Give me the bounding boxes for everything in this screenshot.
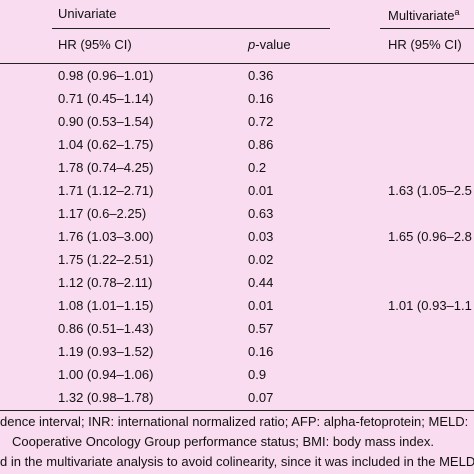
group-header-text: Multivariate [388,8,455,24]
column-header: HR (95% CI) [58,37,132,52]
table-cell: 1.63 (1.05–2.5 [388,183,472,198]
table-cell: 1.32 (0.98–1.78) [58,390,154,405]
table-cell: 0.72 [248,114,274,129]
group-header-text: Univariate [58,6,117,21]
table-cell: 0.2 [248,160,267,175]
column-header: HR (95% CI) [388,37,462,52]
table-cell: 0.03 [248,229,274,244]
table-cell: 0.86 (0.51–1.43) [58,321,154,336]
group-header: Multivariatea [388,4,459,24]
table-cell: 1.78 (0.74–4.25) [58,160,154,175]
table-cell: 1.71 (1.12–2.71) [58,183,154,198]
table-cell: 1.65 (0.96–2.8 [388,229,472,244]
table-bottom-rule [0,410,474,411]
header-rule [52,28,330,29]
table-cell: 1.76 (1.03–3.00) [58,229,154,244]
footnote-mark: a [454,6,460,17]
table-cell: 1.17 (0.6–2.25) [58,206,147,221]
table-cell: 1.12 (0.78–2.11) [58,275,153,290]
table-cell: 1.75 (1.22–2.51) [58,252,154,267]
table-cell: 0.16 [248,344,274,359]
table-cell: 0.90 (0.53–1.54) [58,114,154,129]
table-cell: 1.04 (0.62–1.75) [58,137,154,152]
table-cell: 0.71 (0.45–1.14) [58,91,154,106]
header-rule [380,28,474,29]
table-cell: 0.07 [248,390,274,405]
table-cell: 0.01 [248,298,274,313]
table-cell: 0.9 [248,367,267,382]
header-rule [0,63,474,64]
table-cell: 0.01 [248,183,274,198]
table-cell: 0.16 [248,91,274,106]
table-cell: 0.57 [248,321,274,336]
footnote: Cooperative Oncology Group performance s… [12,434,434,449]
table-cell: 0.86 [248,137,274,152]
column-header: p-value [248,37,291,52]
table-cell: 1.08 (1.01–1.15) [58,298,154,313]
table-cell: 1.01 (0.93–1.1 [388,298,472,313]
table-cell: 1.19 (0.93–1.52) [58,344,154,359]
table-cell: 0.36 [248,68,274,83]
group-header: Univariate [58,6,117,22]
table-cell: 0.98 (0.96–1.01) [58,68,154,83]
table-cell: 0.02 [248,252,274,267]
table-cell: 0.63 [248,206,274,221]
table-cell: 0.44 [248,275,274,290]
footnote: dence interval; INR: international norma… [0,414,469,429]
footnote: d in the multivariate analysis to avoid … [0,454,474,469]
table-cell: 1.00 (0.94–1.06) [58,367,154,382]
